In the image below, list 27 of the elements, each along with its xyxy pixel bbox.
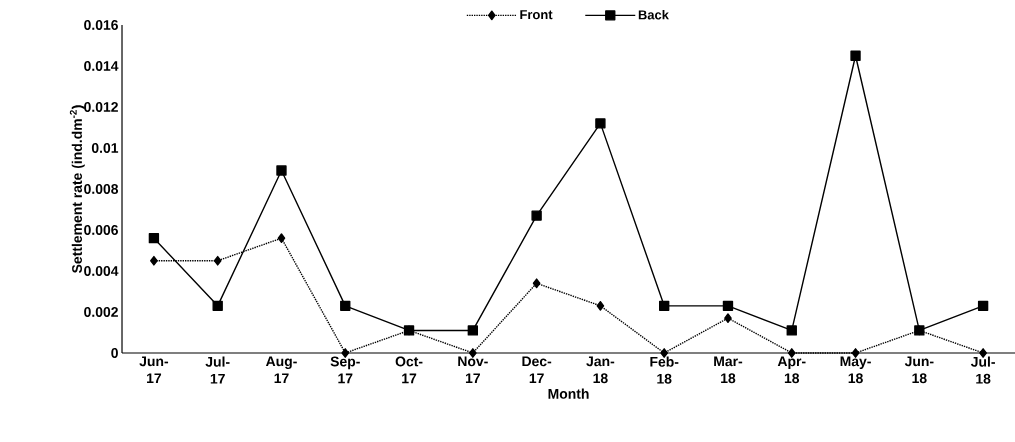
x-tick-label: Jun-18 — [904, 356, 934, 384]
y-tick-label: 0.008 — [84, 184, 119, 194]
y-tick-label: 0 — [111, 348, 118, 358]
legend-label: Front — [520, 10, 553, 20]
x-tick-label: Jul-17 — [205, 356, 230, 384]
y-tick-label: 0.002 — [84, 307, 118, 317]
y-tick-label: 0.006 — [84, 225, 118, 235]
x-tick-label: Apr-18 — [777, 356, 806, 384]
x-tick-label: Mar-18 — [714, 356, 743, 384]
y-tick-label: 0.004 — [84, 266, 119, 276]
x-tick-label: Oct-17 — [395, 356, 423, 384]
x-tick-label: Jun-17 — [139, 356, 169, 384]
x-tick-label: Nov-17 — [458, 356, 488, 384]
y-tick-label: 0.01 — [91, 143, 119, 153]
x-axis-title: Month — [548, 388, 589, 399]
legend-label: Back — [638, 9, 669, 20]
y-tick-label: 0.016 — [84, 20, 118, 30]
x-tick-label: May-18 — [840, 356, 871, 384]
y-tick-label: 0.014 — [84, 61, 119, 71]
y-tick-label: 0.012 — [84, 102, 118, 112]
y-axis-title: Settlement rate (ind.dm$^{-2}$) — [69, 105, 85, 273]
x-tick-label: Jan-18 — [586, 356, 615, 384]
x-tick-label: Aug-17 — [265, 356, 297, 384]
x-tick-label: Jul-18 — [970, 356, 995, 384]
x-tick-label: Dec-17 — [522, 356, 552, 384]
x-tick-label: Sep-17 — [330, 356, 360, 384]
x-tick-label: Feb-18 — [650, 356, 679, 384]
